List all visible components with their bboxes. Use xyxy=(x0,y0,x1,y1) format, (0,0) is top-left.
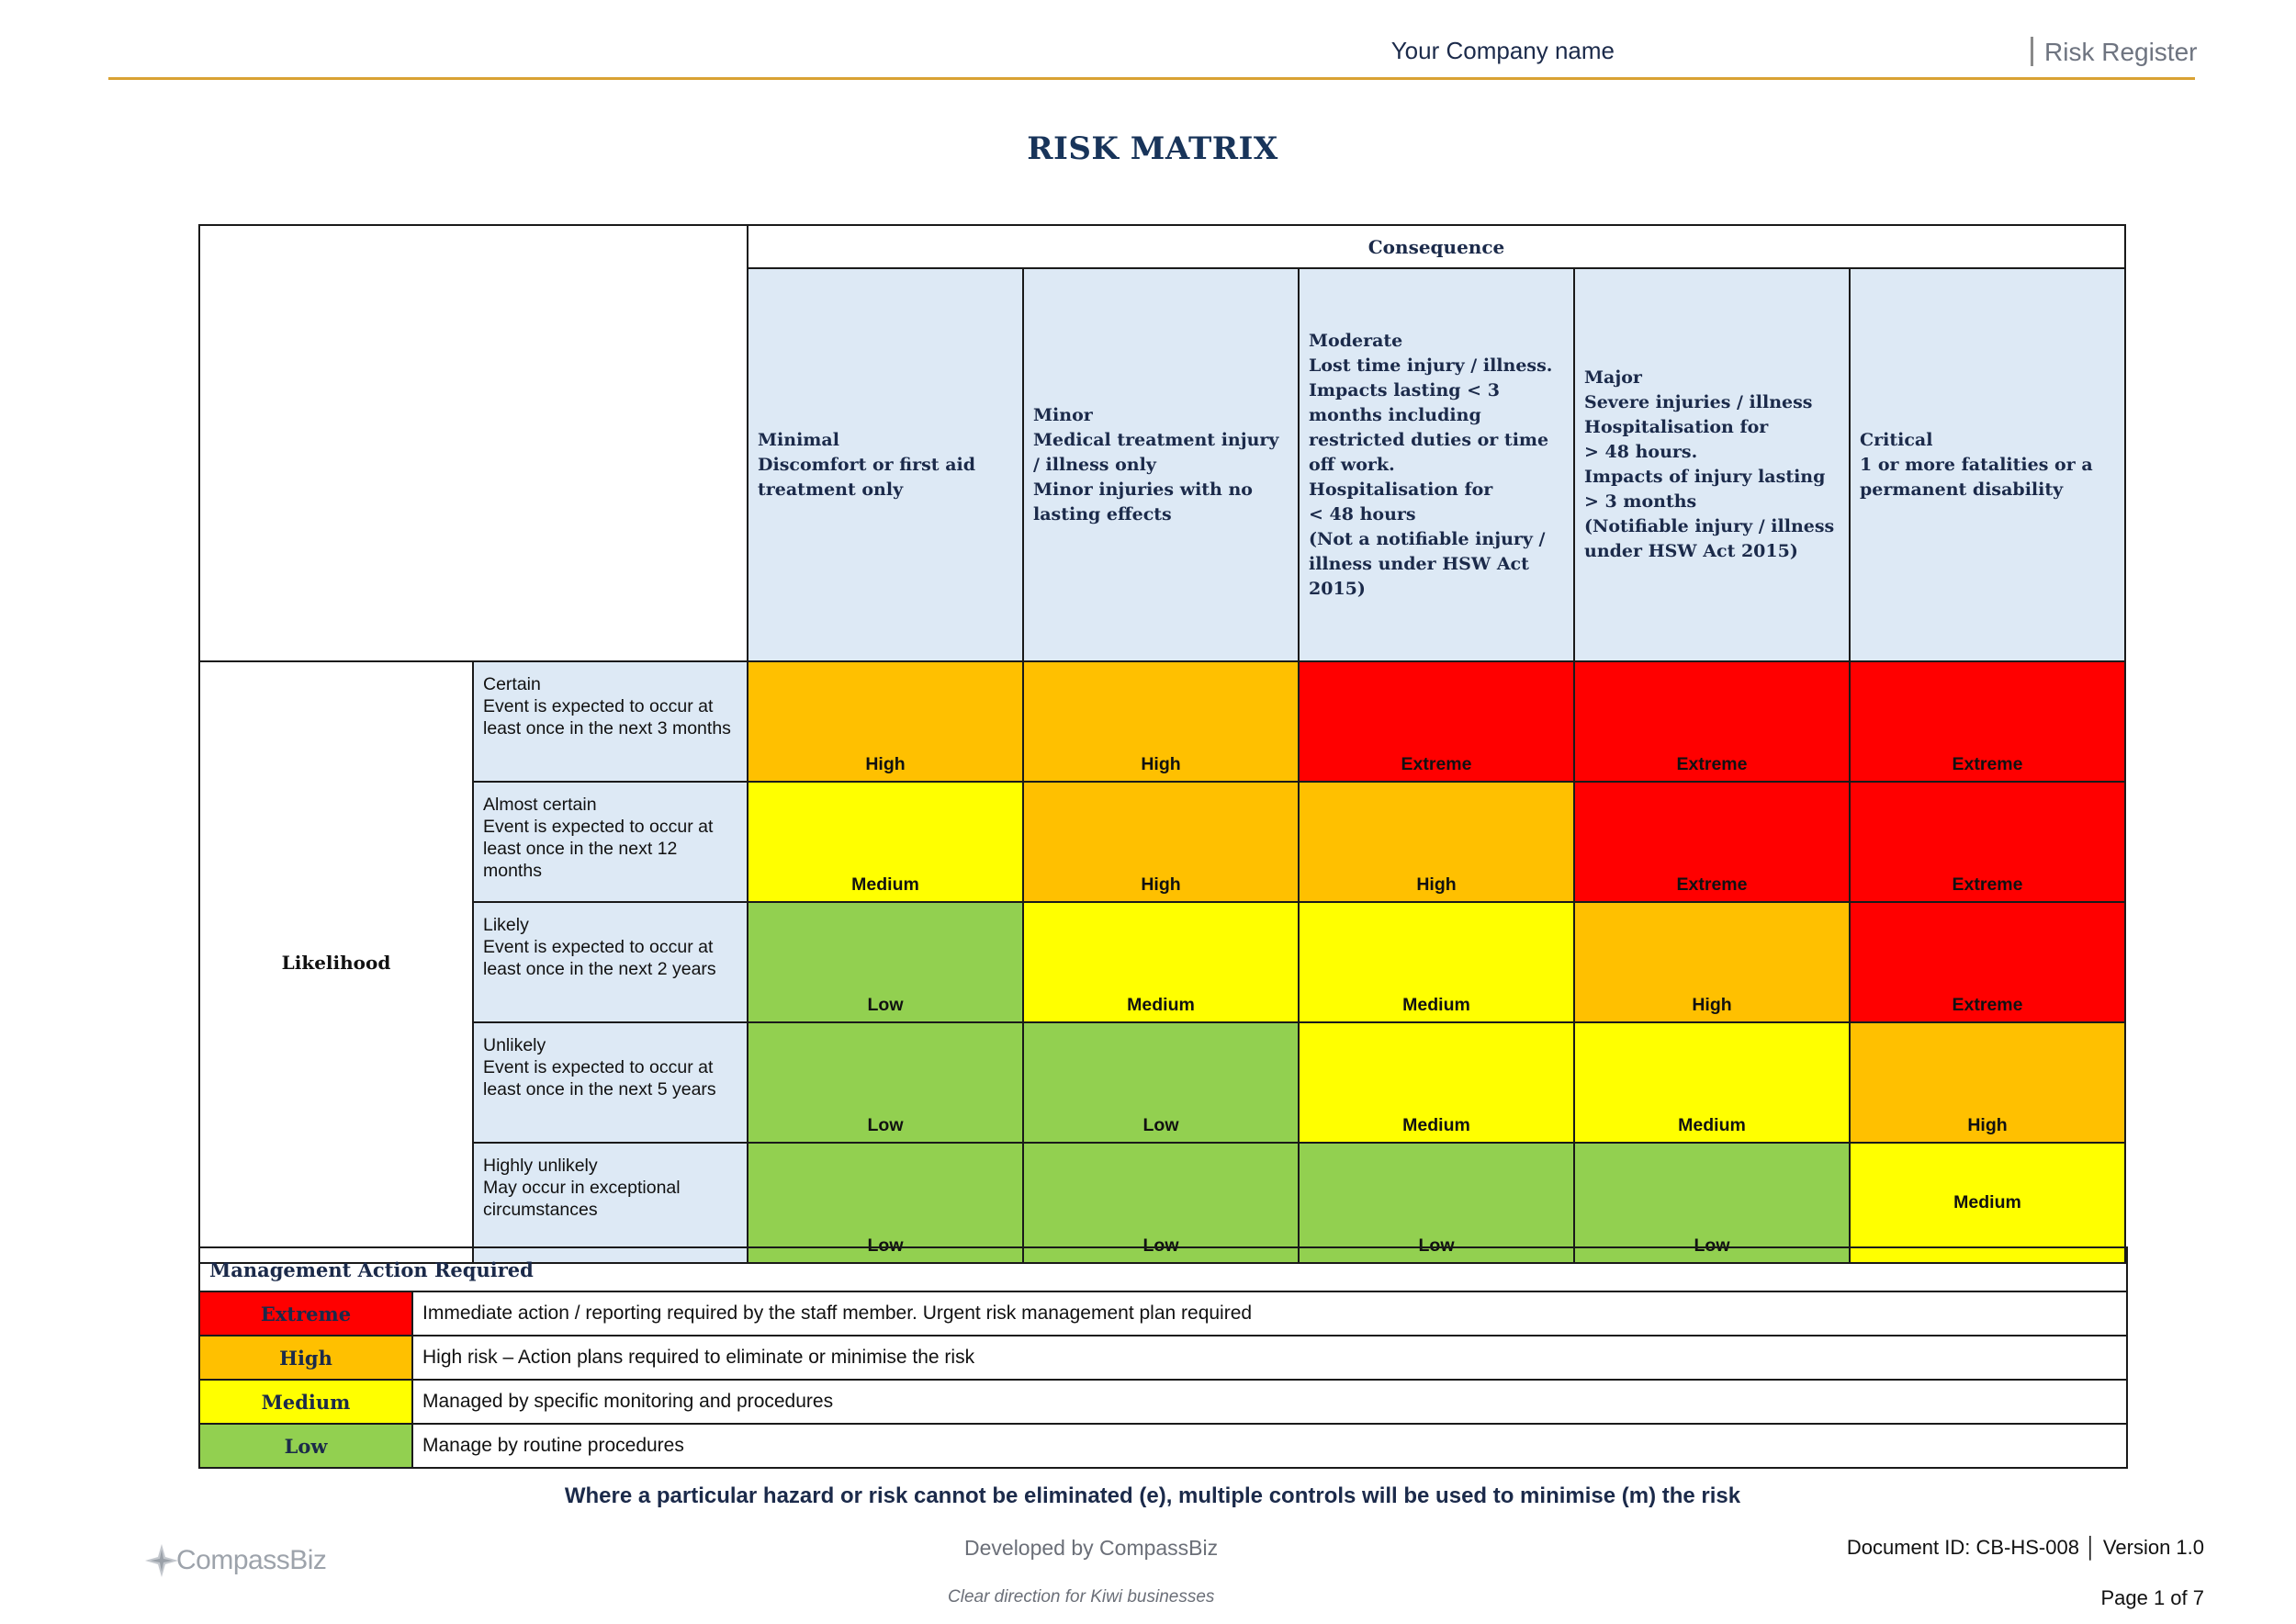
level-action: Managed by specific monitoring and proce… xyxy=(411,1379,2129,1425)
consequence-text: Major Severe injuries / illness Hospital… xyxy=(1584,367,1835,561)
likelihood-heading: Likelihood xyxy=(198,660,474,1264)
risk-cell: Extreme xyxy=(1848,781,2127,903)
logo-wordmark: CompassBiz xyxy=(176,1545,327,1575)
risk-cell: Extreme xyxy=(1573,660,1851,783)
risk-cell: High xyxy=(1298,781,1575,903)
risk-cell: Extreme xyxy=(1848,901,2127,1023)
header-separator xyxy=(2031,37,2033,66)
consequence-header-minimal: Minimal Discomfort or first aid treatmen… xyxy=(747,267,1024,662)
consequence-header-minor: Minor Medical treatment injury / illness… xyxy=(1022,267,1300,662)
likelihood-cell: Unlikely Event is expected to occur at l… xyxy=(472,1021,748,1144)
risk-cell: Medium xyxy=(1298,1021,1575,1144)
management-row-high: High High risk – Action plans required t… xyxy=(198,1335,2129,1381)
management-row-extreme: Extreme Immediate action / reporting req… xyxy=(198,1291,2129,1336)
matrix-row-unlikely: Unlikely Event is expected to occur at l… xyxy=(199,1021,2127,1144)
risk-cell: Low xyxy=(747,1142,1024,1264)
matrix-row-certain: Likelihood Certain Event is expected to … xyxy=(198,660,2127,1264)
risk-cell: Extreme xyxy=(1573,781,1851,903)
risk-cell: Low xyxy=(747,1021,1024,1144)
risk-cell: Medium xyxy=(747,781,1024,903)
consequence-text: Minimal Discomfort or first aid treatmen… xyxy=(758,429,976,500)
level-label: Extreme xyxy=(198,1291,413,1336)
developed-by: Developed by CompassBiz xyxy=(964,1536,1219,1560)
risk-cell: High xyxy=(747,660,1024,783)
likelihood-cell: Certain Event is expected to occur at le… xyxy=(472,660,748,783)
management-heading: Management Action Required xyxy=(197,1246,2129,1292)
consequence-header-moderate: Moderate Lost time injury / illness. Imp… xyxy=(1298,267,1575,662)
matrix-row-likely: Likely Event is expected to occur at lea… xyxy=(199,901,2127,1023)
consequence-text: Moderate Lost time injury / illness. Imp… xyxy=(1309,330,1553,599)
tagline: Clear direction for Kiwi businesses xyxy=(948,1587,1215,1607)
compass-icon xyxy=(145,1544,178,1577)
document-type: Risk Register xyxy=(2044,38,2198,66)
matrix-corner-cell xyxy=(198,224,748,662)
risk-cell: High xyxy=(1022,660,1300,783)
risk-cell: Low xyxy=(1022,1142,1300,1264)
level-label: High xyxy=(198,1335,413,1381)
consequence-header-critical: Critical 1 or more fatalities or a perma… xyxy=(1848,267,2127,662)
company-name: Your Company name xyxy=(1390,37,1615,64)
risk-cell: Low xyxy=(747,901,1024,1023)
page-title: RISK MATRIX xyxy=(1027,130,1278,167)
likelihood-cell: Likely Event is expected to occur at lea… xyxy=(472,901,748,1023)
level-action: Manage by routine procedures xyxy=(411,1423,2129,1469)
management-row-low: Low Manage by routine procedures xyxy=(198,1423,2129,1469)
elimination-note: Where a particular hazard or risk cannot… xyxy=(564,1483,1741,1508)
likelihood-cell: Almost certain Event is expected to occu… xyxy=(472,781,748,903)
consequence-text: Critical 1 or more fatalities or a perma… xyxy=(1860,429,2093,500)
risk-cell: Low xyxy=(1298,1142,1575,1264)
matrix-row-highly-unlikely: Highly unlikely May occur in exceptional… xyxy=(199,1142,2127,1264)
risk-cell: Medium xyxy=(1022,901,1300,1023)
risk-cell: High xyxy=(1848,1021,2127,1144)
level-label: Medium xyxy=(198,1379,413,1425)
consequence-heading: Consequence xyxy=(746,224,2127,269)
document-id: Document ID: CB-HS-008 │ Version 1.0 xyxy=(1846,1536,2204,1559)
management-row-medium: Medium Managed by specific monitoring an… xyxy=(198,1379,2129,1425)
level-action: Immediate action / reporting required by… xyxy=(411,1291,2129,1336)
risk-cell: Extreme xyxy=(1298,660,1575,783)
compassbiz-logo: CompassBiz xyxy=(143,1540,327,1581)
risk-matrix-table: Consequence Minimal Discomfort or first … xyxy=(198,224,2127,1264)
likelihood-cell: Highly unlikely May occur in exceptional… xyxy=(472,1142,748,1264)
risk-cell: Medium xyxy=(1573,1021,1851,1144)
matrix-row-almost-certain: Almost certain Event is expected to occu… xyxy=(199,781,2127,903)
management-action-table: Management Action Required Extreme Immed… xyxy=(197,1246,2129,1469)
risk-cell: Extreme xyxy=(1848,660,2127,783)
header-rule xyxy=(108,77,2195,80)
risk-cell: Low xyxy=(1573,1142,1851,1264)
level-action: High risk – Action plans required to eli… xyxy=(411,1335,2129,1381)
risk-cell: High xyxy=(1022,781,1300,903)
risk-cell: Medium xyxy=(1298,901,1575,1023)
level-label: Low xyxy=(198,1423,413,1469)
consequence-header-major: Major Severe injuries / illness Hospital… xyxy=(1573,267,1851,662)
risk-cell: Medium xyxy=(1848,1142,2127,1264)
page-number: Page 1 of 7 xyxy=(2100,1586,2204,1609)
consequence-text: Minor Medical treatment injury / illness… xyxy=(1033,404,1279,524)
risk-cell: High xyxy=(1573,901,1851,1023)
risk-cell: Low xyxy=(1022,1021,1300,1144)
